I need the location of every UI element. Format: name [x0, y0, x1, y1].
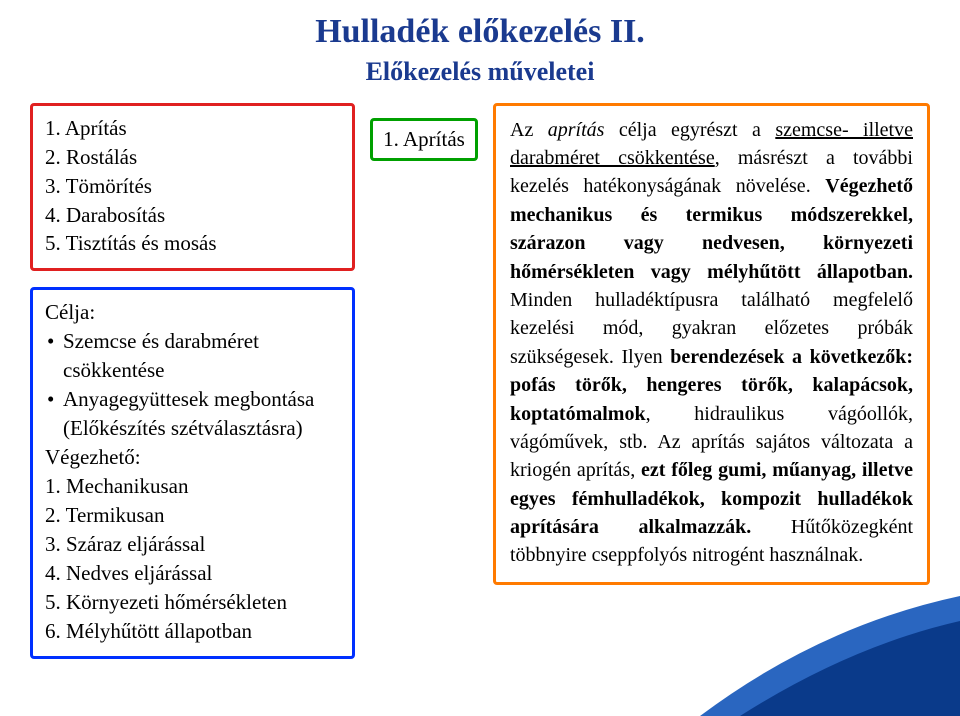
- desc-text: célja egyrészt a: [604, 119, 775, 141]
- list-item: 1. Mechanikusan: [45, 472, 340, 501]
- description-box: Az aprítás célja egyrészt a szemcse- ill…: [493, 103, 930, 585]
- purpose-box: Célja: Szemcse és darabméret csökkentése…: [30, 287, 355, 659]
- list-item: 5. Környezeti hőmérsékleten: [45, 588, 340, 617]
- list-item: 6. Mélyhűtött állapotban: [45, 617, 340, 646]
- list-item: 3. Száraz eljárással: [45, 530, 340, 559]
- list-item: 5. Tisztítás és mosás: [45, 229, 340, 258]
- list-item: 1. Aprítás: [45, 114, 340, 143]
- list-item: 4. Nedves eljárással: [45, 559, 340, 588]
- list-item: 2. Rostálás: [45, 143, 340, 172]
- bullet-item: Szemcse és darabméret csökkentése: [45, 327, 340, 385]
- bullet-item: Anyagegyüttesek megbontása (Előkészítés …: [45, 385, 340, 443]
- topic-label-box: 1. Aprítás: [370, 118, 478, 161]
- slide-subtitle: Előkezelés műveletei: [0, 55, 960, 89]
- decorative-swoosh: [700, 566, 960, 716]
- list-item: 2. Termikusan: [45, 501, 340, 530]
- method-heading: Végezhető:: [45, 443, 340, 472]
- slide-title: Hulladék előkezelés II.: [0, 12, 960, 53]
- desc-text: Az: [510, 119, 548, 141]
- list-item: 3. Tömörítés: [45, 172, 340, 201]
- operations-list-box: 1. Aprítás 2. Rostálás 3. Tömörítés 4. D…: [30, 103, 355, 272]
- list-item: 4. Darabosítás: [45, 201, 340, 230]
- desc-text: aprítás: [548, 119, 605, 141]
- purpose-heading: Célja:: [45, 298, 340, 327]
